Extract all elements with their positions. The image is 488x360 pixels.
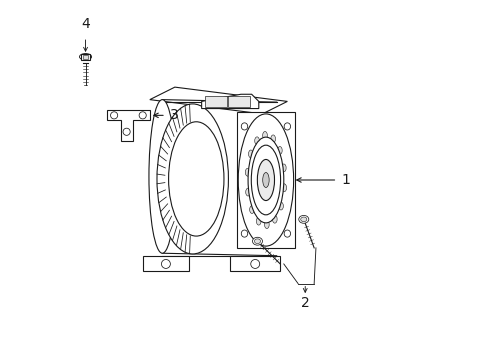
Ellipse shape [245,168,249,176]
Polygon shape [107,111,149,141]
Ellipse shape [123,128,130,135]
Text: 4: 4 [81,17,90,31]
Ellipse shape [270,135,275,143]
Polygon shape [142,256,189,271]
Text: 1: 1 [340,173,349,187]
Ellipse shape [254,239,260,243]
FancyBboxPatch shape [205,96,226,107]
Ellipse shape [149,100,175,253]
Ellipse shape [281,164,285,172]
Ellipse shape [247,137,283,223]
Ellipse shape [298,215,308,223]
Ellipse shape [248,150,253,158]
Ellipse shape [277,147,282,154]
Ellipse shape [264,221,268,229]
Ellipse shape [245,188,250,196]
Ellipse shape [80,54,91,60]
Ellipse shape [251,145,280,215]
FancyBboxPatch shape [82,55,88,59]
Ellipse shape [262,131,267,139]
Ellipse shape [249,206,254,213]
Polygon shape [237,112,294,248]
Ellipse shape [278,202,283,210]
Ellipse shape [241,230,247,237]
Text: 3: 3 [170,108,179,122]
Polygon shape [230,256,280,271]
Text: 2: 2 [300,296,309,310]
Ellipse shape [256,217,261,225]
FancyBboxPatch shape [162,102,276,256]
Ellipse shape [257,159,274,201]
Polygon shape [149,87,287,114]
Ellipse shape [157,104,228,254]
Ellipse shape [300,217,306,222]
Ellipse shape [139,112,146,119]
Ellipse shape [284,123,290,130]
Ellipse shape [110,112,118,119]
Polygon shape [201,94,258,109]
Ellipse shape [262,172,268,188]
Ellipse shape [254,137,259,145]
Ellipse shape [250,260,259,269]
Ellipse shape [241,123,247,130]
Ellipse shape [238,114,293,246]
Ellipse shape [281,184,286,192]
Ellipse shape [272,215,277,223]
Ellipse shape [284,230,290,237]
FancyBboxPatch shape [81,54,90,60]
Ellipse shape [252,237,262,245]
FancyBboxPatch shape [228,96,249,107]
Ellipse shape [168,122,224,236]
Ellipse shape [161,260,170,269]
